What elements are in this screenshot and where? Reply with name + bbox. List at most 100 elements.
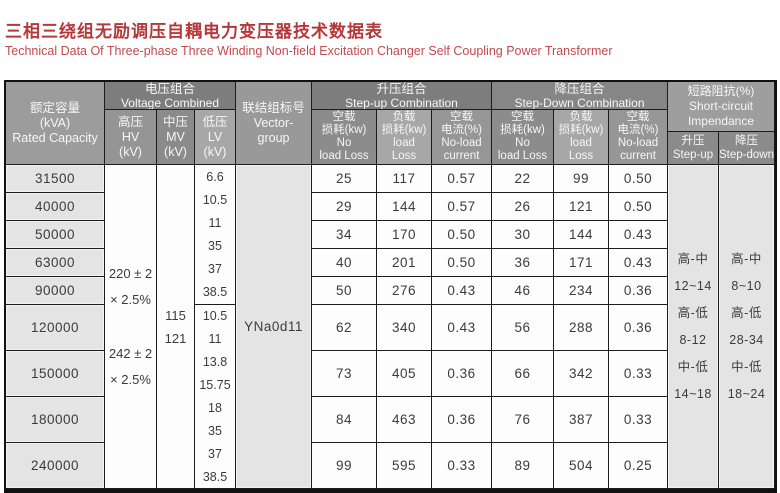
table-cell: 0.43 (432, 305, 492, 351)
table-cell: 234 (554, 277, 609, 305)
header-line: Step-up Combination (345, 95, 458, 110)
table-cell: 0.25 (609, 443, 668, 489)
header-line: 降压 (735, 135, 758, 147)
cell-line: 18 (208, 400, 222, 415)
header-sd-no-load-current: 空载 电流(%) No-load current (609, 110, 668, 165)
table-cell: 0.50 (432, 221, 492, 249)
header-line: 损耗(kw) (558, 124, 604, 136)
table-cell: 144 (377, 193, 432, 221)
cell-line: 11 (208, 215, 222, 230)
table-cell: 144 (554, 221, 609, 249)
table-cell: 99 (554, 165, 609, 193)
capacity-cell: 180000 (6, 397, 105, 443)
header-su-no-load-loss: 空载 损耗(kw) No load Loss (312, 110, 377, 165)
header-line: 空载 (450, 111, 473, 123)
table-cell: 56 (492, 305, 554, 351)
table-cell: 0.36 (432, 351, 492, 397)
header-line: 升压组合 (376, 82, 427, 96)
header-vector-group: 联结组标号 Vector- group (236, 82, 312, 165)
capacity-cell: 90000 (6, 277, 105, 305)
cell-line: 中-低 (731, 359, 762, 374)
cell-line: 18~24 (727, 386, 766, 401)
table-cell: 29 (312, 193, 377, 221)
table-cell: 30 (492, 221, 554, 249)
header-sd-load-loss: 负载 损耗(kw) load Loss (554, 110, 609, 165)
cell-line: 28-34 (729, 332, 764, 347)
table-cell: 0.36 (609, 305, 668, 351)
header-line: 短路阻抗(%) (687, 84, 755, 98)
header-voltage-combined: 电压组合 Voltage Combined (105, 82, 236, 110)
capacity-cell: 150000 (6, 351, 105, 397)
header-impedance-step-down: 降压 Step-down (719, 132, 775, 165)
capacity-cell: 120000 (6, 305, 105, 351)
impedance-step-up-cell: 高-中 12~14 高-低 8-12 中-低 14~18 (668, 165, 719, 489)
header-step-down-combination: 降压组合 Step-Down Combination (492, 82, 668, 110)
cell-line: 35 (208, 423, 222, 438)
header-line: MV (166, 129, 185, 144)
table-cell: 73 (312, 351, 377, 397)
header-line: Rated Capacity (12, 130, 98, 145)
table-cell: 387 (554, 397, 609, 443)
cell-line: 37 (208, 261, 222, 276)
header-line: 空载 (332, 111, 356, 123)
header-line: 损耗(kw) (381, 124, 427, 136)
header-line: HV (121, 129, 140, 144)
table-cell: 340 (377, 305, 432, 351)
table-cell: 0.33 (432, 443, 492, 489)
header-line: 降压组合 (554, 82, 605, 96)
cell-line: 高-中 (731, 251, 762, 266)
capacity-cell: 40000 (6, 193, 105, 221)
header-sd-no-load-loss: 空载 损耗(kw) No load Loss (492, 110, 554, 165)
table-cell: 0.43 (609, 221, 668, 249)
table-cell: 40 (312, 249, 377, 277)
header-su-no-load-current: 空载 电流(%) No-load current (432, 110, 492, 165)
header-su-load-loss: 负载 损耗(kw) load Loss (377, 110, 432, 165)
header-line: 空载 (626, 111, 650, 123)
cell-line: 12~14 (674, 278, 712, 293)
table-cell: 0.50 (609, 193, 668, 221)
header-line: No (336, 137, 352, 149)
header-line: 损耗(kw) (500, 124, 545, 136)
table-cell: 26 (492, 193, 554, 221)
header-line: 电流(%) (617, 124, 659, 136)
mv-voltage-cell: 115 121 (157, 165, 195, 489)
table-cell: 288 (554, 305, 609, 351)
cell-line: 8~10 (731, 278, 762, 293)
table-cell: 0.57 (432, 165, 492, 193)
header-hv: 高压 HV (kV) (105, 110, 157, 165)
hv-value-block: 220 ± 2 × 2.5% (109, 261, 152, 313)
cell-line: 14~18 (674, 386, 712, 401)
cell-line: 38.5 (202, 469, 228, 484)
cell-line: 115 (165, 307, 186, 323)
table-cell: 276 (377, 277, 432, 305)
cell-line: 13.8 (202, 354, 228, 369)
header-short-circuit-impedance: 短路阻抗(%) Short-circuit Impendance (668, 82, 775, 132)
table-cell: 0.33 (609, 397, 668, 443)
header-line: Voltage Combined (120, 95, 220, 110)
cell-line: 高-中 (677, 251, 709, 266)
table-cell: 117 (377, 165, 432, 193)
header-line: (kV) (203, 144, 227, 159)
header-line: Loss (568, 150, 594, 162)
cell-line: 10.5 (202, 308, 228, 323)
cell-line: 8-12 (679, 332, 707, 347)
header-line: (kV) (164, 144, 187, 159)
header-line: 空载 (511, 111, 534, 123)
header-line: (kVA) (39, 115, 71, 130)
header-line: Short-circuit (688, 99, 753, 113)
table-cell: 0.57 (432, 193, 492, 221)
cell-line: 10.5 (202, 192, 228, 207)
table-cell: 46 (492, 277, 554, 305)
capacity-cell: 31500 (6, 165, 105, 193)
header-lv: 低压 LV (kV) (195, 110, 236, 165)
table-cell: 0.36 (609, 277, 668, 305)
header-line: 联结组标号 (242, 100, 305, 115)
header-line: load (393, 137, 415, 149)
header-line: (kV) (119, 144, 142, 159)
table-cell: 76 (492, 397, 554, 443)
cell-line: 121 (164, 330, 187, 346)
cell-line: 242 ± 2 (108, 345, 153, 361)
header-line: load Loss (497, 150, 548, 162)
header-line: 中压 (162, 114, 188, 129)
table-cell: 0.33 (609, 351, 668, 397)
